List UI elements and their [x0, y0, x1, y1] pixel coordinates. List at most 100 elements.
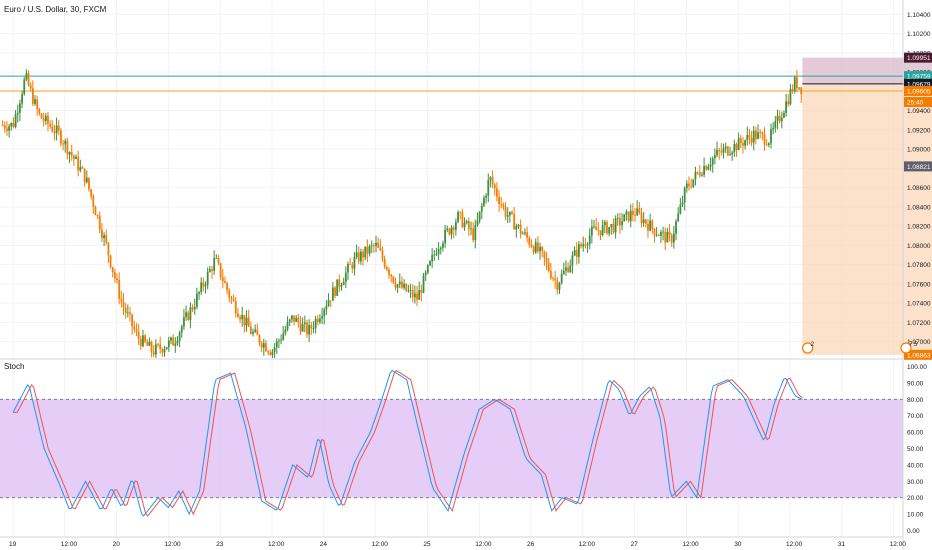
candle-body	[534, 242, 537, 253]
candle-body	[103, 235, 105, 238]
candle-body	[729, 154, 731, 156]
candle-body	[366, 246, 369, 254]
candle-body	[578, 244, 580, 257]
candle-body	[776, 115, 779, 121]
candle-body	[126, 312, 129, 314]
candle-body	[176, 340, 179, 344]
candle-body	[459, 212, 462, 213]
candle-body	[64, 140, 67, 145]
candle-body	[705, 166, 708, 170]
candle-body	[256, 329, 259, 336]
candle-body	[429, 261, 431, 266]
candle-body	[364, 246, 367, 258]
candle-body	[312, 328, 315, 329]
candle-body	[752, 130, 755, 143]
candle-body	[562, 270, 565, 275]
symbol-title: Euro / U.S. Dollar, 30, FXCM	[4, 5, 107, 14]
candle-body	[321, 316, 323, 319]
candle-body	[528, 237, 531, 245]
stoch-tick-label: 10.00	[907, 512, 924, 519]
indicator-title: Stoch	[4, 362, 25, 371]
candle-body	[368, 246, 371, 254]
candle-body	[495, 188, 498, 197]
candle-body	[558, 283, 561, 290]
candle-body	[275, 341, 278, 348]
candle-body	[783, 112, 785, 118]
candle-body	[560, 274, 563, 284]
candle-body	[90, 189, 93, 197]
time-tick-label: 12:00	[268, 541, 285, 548]
candle-body	[200, 282, 203, 293]
candle-body	[552, 278, 554, 279]
candle-body	[19, 103, 21, 113]
candle-body	[44, 115, 47, 122]
candle-body	[370, 245, 373, 247]
candle-body	[515, 226, 518, 230]
candle-body	[765, 144, 768, 146]
candle-body	[269, 352, 272, 355]
event-marker-label: 7 5	[909, 342, 918, 348]
candle-body	[85, 177, 88, 183]
candle-body	[567, 267, 570, 273]
price-tick-label: 1.09200	[907, 127, 931, 134]
price-badge	[904, 85, 932, 96]
candle-body	[187, 312, 190, 320]
price-tick-label: 1.08600	[907, 185, 931, 192]
candle-body	[513, 213, 516, 230]
candle-body	[284, 329, 287, 334]
price-badge-label: 25:40	[907, 100, 924, 107]
candle-body	[3, 125, 6, 129]
candle-body	[524, 232, 526, 234]
candle-body	[303, 322, 306, 325]
candle-body	[668, 231, 671, 236]
candle-body	[664, 231, 667, 243]
candle-body	[338, 279, 341, 287]
price-badge	[904, 97, 932, 108]
candle-body	[610, 224, 613, 228]
candle-body	[537, 242, 539, 252]
candle-body	[152, 351, 155, 355]
candle-body	[491, 177, 494, 185]
price-badge	[904, 78, 932, 89]
candle-body	[504, 206, 507, 217]
price-badge-label: 1.06863	[907, 352, 931, 359]
price-tick-label: 1.08000	[907, 243, 931, 250]
price-badge-label: 1.08821	[907, 164, 931, 171]
candle-body	[211, 269, 213, 271]
candle-body	[629, 210, 632, 222]
candle-body	[53, 131, 56, 134]
candle-body	[385, 266, 388, 270]
candle-body	[448, 228, 451, 235]
candle-body	[288, 319, 291, 323]
candle-body	[278, 340, 280, 342]
candle-body	[426, 265, 429, 273]
candle-body	[657, 235, 660, 237]
candle-body	[616, 217, 619, 219]
candle-body	[202, 282, 205, 287]
candle-body	[36, 99, 39, 110]
candle-body	[154, 344, 157, 355]
candle-body	[413, 293, 416, 298]
candle-body	[796, 77, 798, 89]
candle-body	[295, 317, 298, 322]
candle-body	[701, 174, 703, 176]
candle-body	[696, 172, 699, 173]
candle-body	[549, 270, 552, 279]
candle-body	[377, 242, 380, 248]
price-tick-label: 1.08200	[907, 224, 931, 231]
candle-body	[79, 167, 82, 171]
candle-body	[198, 292, 200, 294]
candle-body	[29, 85, 32, 89]
candle-body	[280, 339, 282, 341]
candle-body	[243, 314, 246, 326]
candle-body	[647, 223, 649, 231]
time-tick-label: 12:00	[682, 541, 699, 548]
candle-body	[422, 275, 425, 293]
candle-body	[586, 244, 589, 246]
stoch-tick-label: 20.00	[907, 495, 924, 502]
time-tick-label: 27	[631, 541, 639, 548]
candle-body	[139, 338, 142, 347]
candle-body	[493, 184, 496, 189]
candle-body	[390, 274, 393, 277]
